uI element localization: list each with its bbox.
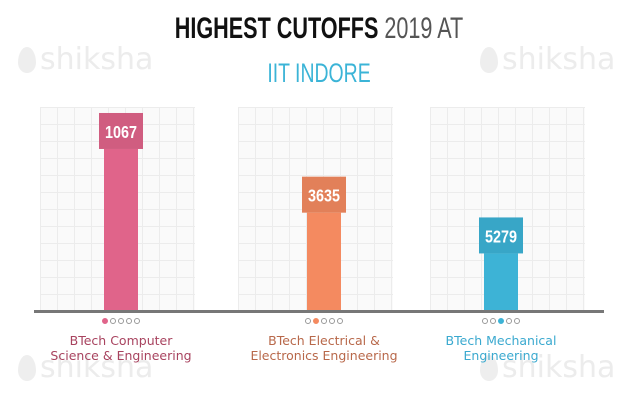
pagination-dots	[91, 318, 151, 324]
category-label-line: BTech Electrical &	[268, 333, 380, 348]
dot	[498, 318, 504, 324]
data-label: 5279	[485, 227, 517, 247]
watermark-logo: shiksha	[18, 350, 153, 385]
value-label-box	[302, 176, 346, 213]
dot	[118, 318, 124, 324]
category-label: BTech Mechanical Engineering	[401, 333, 601, 363]
dot	[321, 318, 327, 324]
chart-title: HIGHEST CUTOFFS 2019 AT	[89, 12, 548, 46]
category-label-line: Science & Engineering	[50, 348, 192, 363]
category-label-line: BTech Mechanical	[445, 333, 557, 348]
value-label-box	[99, 112, 143, 149]
dot	[482, 318, 488, 324]
pagination-dots	[294, 318, 354, 324]
data-label: 3635	[308, 186, 340, 206]
watermark-logo: shiksha	[480, 42, 615, 77]
chart-subtitle: IIT INDORE	[267, 58, 371, 88]
title-year: 2019 AT	[384, 12, 464, 45]
bar	[307, 212, 341, 311]
dot	[102, 318, 108, 324]
category-label-line: Electronics Engineering	[250, 348, 398, 363]
watermark-logo: shiksha	[480, 350, 615, 385]
category-label: BTech Electrical & Electronics Engineerin…	[224, 333, 424, 363]
dot	[337, 318, 343, 324]
grid-panel	[238, 107, 393, 311]
dot	[329, 318, 335, 324]
dot	[110, 318, 116, 324]
bar	[484, 253, 518, 311]
category-label-line: Engineering	[463, 348, 539, 363]
x-axis-line	[34, 310, 604, 313]
dot	[126, 318, 132, 324]
watermark-logo: shiksha	[18, 42, 153, 77]
dot	[506, 318, 512, 324]
title-main: HIGHEST CUTOFFS	[174, 12, 379, 45]
pagination-dots	[471, 318, 531, 324]
value-label-box	[479, 217, 523, 254]
data-label: 1067	[105, 123, 137, 143]
dot	[514, 318, 520, 324]
dot	[134, 318, 140, 324]
dot	[490, 318, 496, 324]
category-label-line: BTech Computer	[69, 333, 173, 348]
category-label: BTech Computer Science & Engineering	[21, 333, 221, 363]
dot	[313, 318, 319, 324]
bar	[104, 148, 138, 311]
dot	[305, 318, 311, 324]
